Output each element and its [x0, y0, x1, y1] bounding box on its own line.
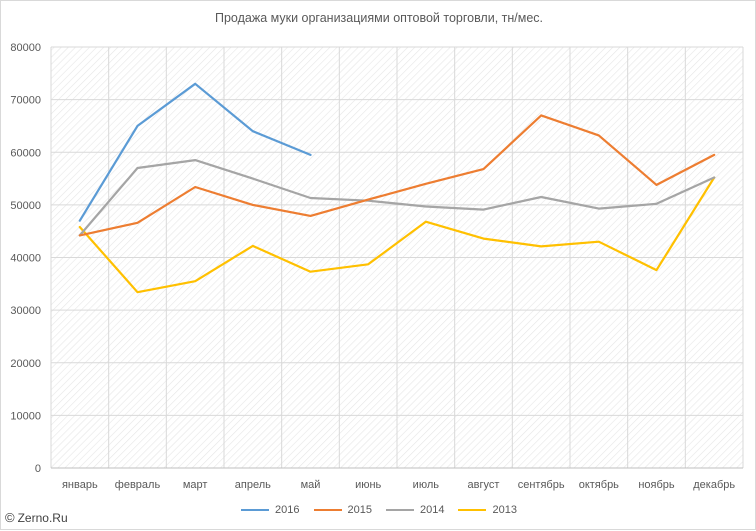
legend-item-2013: 2013 — [458, 504, 517, 516]
chart-legend: 2016 2015 2014 2013 — [1, 504, 756, 516]
series-line-2014 — [78, 159, 716, 237]
x-tick-label: сентябрь — [518, 479, 565, 491]
legend-item-2015: 2015 — [313, 504, 372, 516]
y-tick-label: 70000 — [10, 95, 41, 107]
watermark-text: Zerno.Ru — [17, 510, 68, 525]
legend-label: 2015 — [347, 504, 372, 516]
y-tick-label: 0 — [35, 463, 41, 475]
x-tick-label: март — [183, 479, 208, 491]
y-tick-label: 60000 — [10, 147, 41, 159]
y-tick-label: 30000 — [10, 305, 41, 317]
legend-swatch — [313, 509, 342, 511]
series-line-2015 — [78, 114, 716, 237]
legend-label: 2013 — [492, 504, 517, 516]
x-tick-label: декабрь — [693, 479, 735, 491]
x-tick-label: февраль — [115, 479, 161, 491]
chart-title: Продажа муки организациями оптовой торго… — [214, 11, 544, 25]
x-tick-label: апрель — [235, 479, 271, 491]
y-tick-label: 50000 — [10, 200, 41, 212]
legend-swatch — [458, 509, 487, 511]
legend-item-2016: 2016 — [241, 504, 300, 516]
legend-label: 2014 — [420, 504, 445, 516]
y-tick-label: 10000 — [10, 410, 41, 422]
copyright-symbol: © — [5, 510, 15, 525]
legend-label: 2016 — [275, 504, 300, 516]
legend-swatch — [241, 509, 270, 511]
x-tick-label: ноябрь — [638, 479, 675, 491]
series-line-2016 — [78, 82, 312, 222]
x-tick-label: июль — [413, 479, 440, 491]
legend-swatch — [386, 509, 414, 511]
series-line-2013 — [78, 176, 716, 294]
watermark: © Zerno.Ru — [5, 510, 68, 525]
x-tick-label: май — [301, 479, 321, 491]
y-tick-label: 20000 — [10, 358, 41, 370]
legend-item-2014: 2014 — [386, 504, 444, 516]
y-tick-label: 40000 — [10, 253, 41, 265]
x-tick-label: январь — [62, 479, 98, 491]
x-tick-label: июнь — [355, 479, 381, 491]
x-tick-label: октябрь — [579, 479, 619, 491]
x-tick-label: август — [468, 479, 500, 491]
y-tick-label: 80000 — [10, 42, 41, 54]
